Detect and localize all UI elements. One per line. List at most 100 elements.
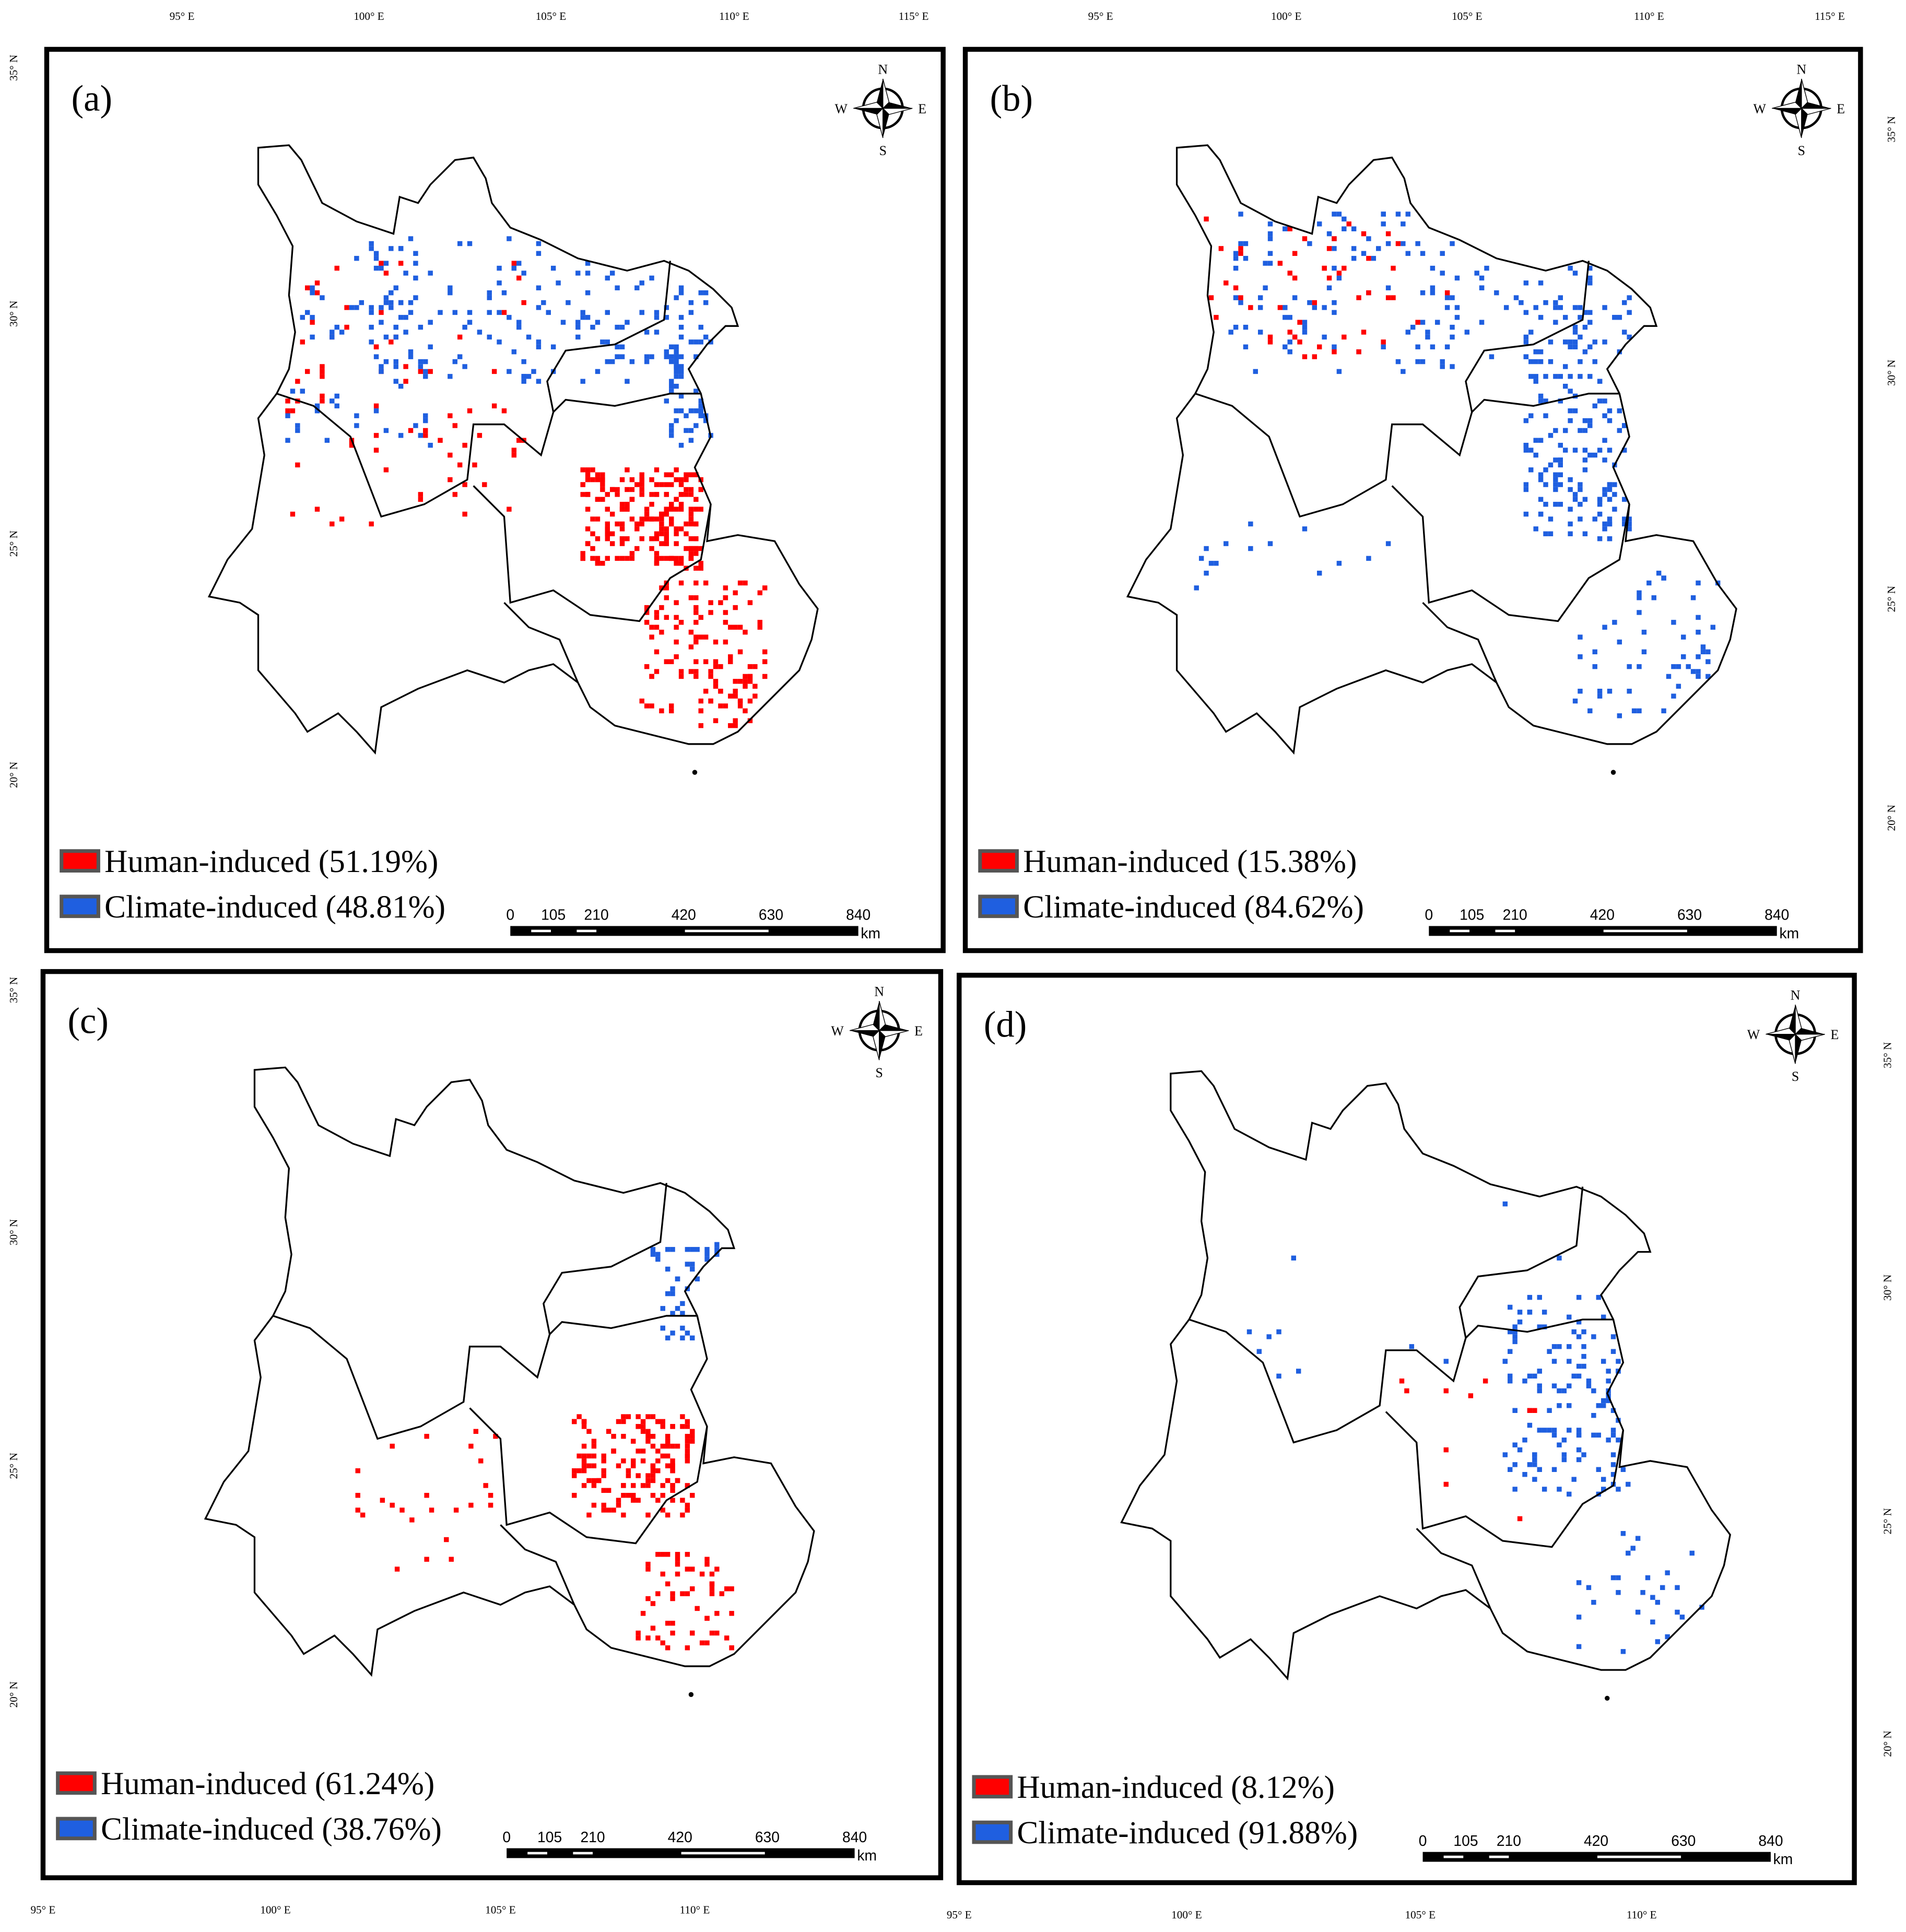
pixel xyxy=(1444,290,1450,296)
pixel xyxy=(680,1311,685,1316)
pixel xyxy=(330,329,335,335)
pixel xyxy=(355,1493,360,1498)
pixel xyxy=(708,339,713,345)
pixel xyxy=(1572,324,1578,330)
lat-label: 30° N xyxy=(1885,360,1898,386)
pixel xyxy=(714,1252,720,1257)
pixel xyxy=(654,556,660,561)
pixel xyxy=(290,408,296,414)
pixel xyxy=(581,1453,587,1459)
pixel xyxy=(611,1448,616,1454)
pixel xyxy=(762,585,768,591)
pixel xyxy=(1494,290,1499,296)
pixel xyxy=(1523,339,1529,345)
pixel xyxy=(693,506,699,512)
pixel xyxy=(1238,211,1243,217)
pixel xyxy=(674,408,679,414)
pixel xyxy=(1512,1329,1517,1335)
pixel xyxy=(1578,334,1583,340)
pixel xyxy=(713,679,719,684)
pixel xyxy=(629,359,635,364)
pixel xyxy=(1420,359,1426,364)
pixel xyxy=(626,1493,631,1498)
pixel xyxy=(1405,251,1410,256)
pixel xyxy=(320,398,325,404)
pixel xyxy=(615,354,620,359)
pixel xyxy=(1479,285,1485,291)
compass-n: N xyxy=(878,62,888,77)
pixel xyxy=(1523,511,1529,517)
pixel xyxy=(423,428,428,433)
scale-bar xyxy=(1422,1852,1771,1862)
pixel xyxy=(572,1468,577,1474)
pixel xyxy=(320,364,325,369)
pixel xyxy=(1444,344,1450,350)
pixel xyxy=(733,688,738,694)
pixel xyxy=(728,625,733,630)
pixel xyxy=(636,1630,641,1636)
pixel xyxy=(639,516,644,522)
pixel xyxy=(631,1463,636,1468)
pixel xyxy=(664,506,669,512)
pixel xyxy=(654,561,660,566)
pixel xyxy=(1686,664,1691,669)
pixel xyxy=(1317,570,1322,576)
pixel xyxy=(383,300,389,305)
pixel xyxy=(1602,438,1607,443)
pixel xyxy=(1578,374,1583,379)
pixel xyxy=(1361,231,1367,237)
pixel xyxy=(1582,457,1588,463)
pixel xyxy=(654,516,660,522)
pixel xyxy=(1508,1373,1513,1379)
pixel xyxy=(1606,1369,1611,1374)
pixel xyxy=(698,398,703,404)
scale-segment xyxy=(681,1852,765,1855)
panel-frame xyxy=(40,969,944,1880)
pixel xyxy=(1528,467,1534,473)
pixel xyxy=(1336,270,1342,276)
pixel xyxy=(1671,693,1676,699)
pixel xyxy=(1533,438,1538,443)
pixel xyxy=(690,1429,695,1434)
pixel xyxy=(493,1434,498,1439)
pixel xyxy=(685,1443,690,1449)
pixel xyxy=(1601,1487,1606,1492)
pixel xyxy=(645,1473,651,1478)
pixel xyxy=(688,310,694,315)
legend-swatch xyxy=(60,894,100,918)
pixel xyxy=(1606,1398,1611,1404)
pixel xyxy=(1450,241,1455,246)
pixel xyxy=(675,1478,680,1483)
pixel xyxy=(1551,1467,1557,1472)
lon-label: 100° E xyxy=(1271,10,1302,22)
pixel xyxy=(645,1596,651,1601)
pixel xyxy=(655,1448,661,1454)
pixel xyxy=(615,556,620,561)
pixel xyxy=(601,1458,606,1464)
pixel xyxy=(403,329,408,335)
pixel xyxy=(1563,447,1568,453)
pixel xyxy=(621,1493,626,1498)
pixel xyxy=(674,531,679,536)
pixel xyxy=(626,1473,631,1478)
pixel xyxy=(1602,398,1607,404)
pixel xyxy=(1551,1344,1557,1349)
pixel xyxy=(678,369,684,374)
pixel xyxy=(452,359,457,364)
pixel xyxy=(654,467,660,473)
pixel xyxy=(1307,300,1312,305)
pixel xyxy=(709,1571,715,1577)
pixel xyxy=(516,275,522,281)
pixel xyxy=(704,1247,710,1252)
scale-bar xyxy=(510,926,858,936)
pixel xyxy=(704,1557,710,1562)
pixel xyxy=(1405,211,1410,217)
pixel xyxy=(1267,339,1273,345)
pixel xyxy=(1581,1363,1586,1369)
pixel xyxy=(1533,305,1538,310)
pixel xyxy=(428,369,433,374)
pixel xyxy=(1371,256,1376,261)
pixel xyxy=(488,1502,493,1508)
pixel xyxy=(670,1620,675,1626)
pixel xyxy=(501,310,507,315)
